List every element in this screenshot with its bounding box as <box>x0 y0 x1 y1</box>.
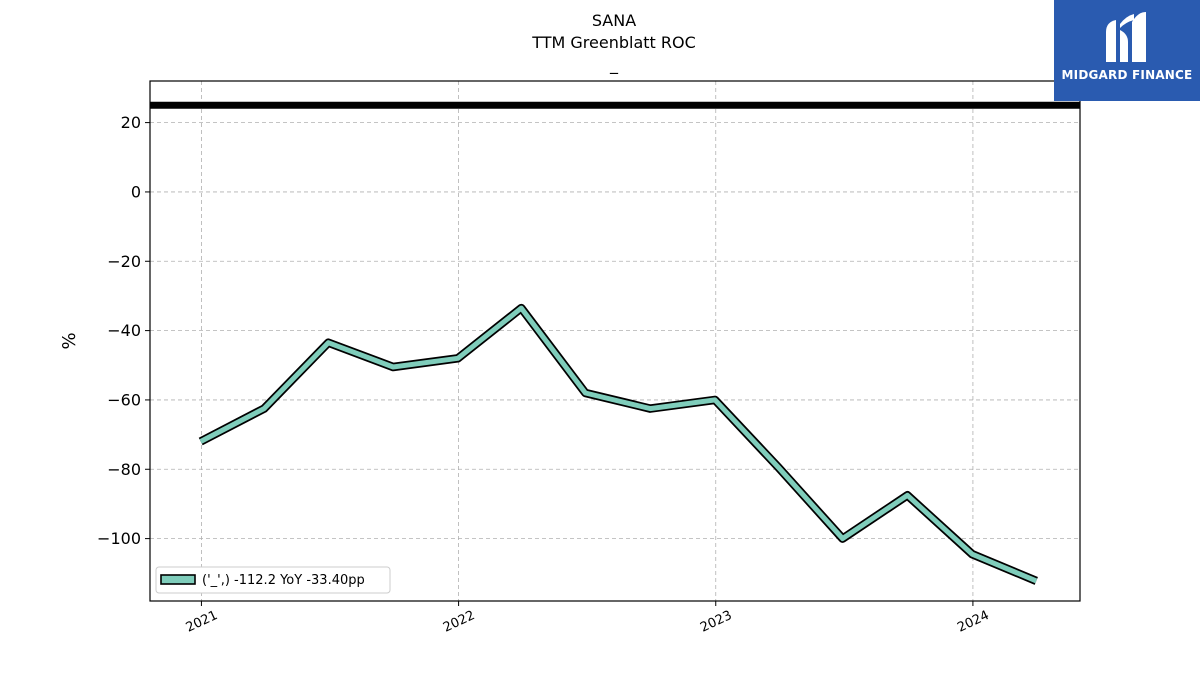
y-tick-label: 20 <box>121 113 141 132</box>
x-axis-ticks: 2021 2022 2023 2024 <box>184 601 992 636</box>
series-line-outline <box>198 303 1038 585</box>
y-tick-label: −20 <box>107 252 141 271</box>
legend: ('_',) -112.2 YoY -33.40pp <box>155 566 391 594</box>
midgard-logo-icon <box>1106 12 1146 62</box>
x-tick-label: 2021 <box>184 608 220 636</box>
legend-swatch <box>160 574 196 585</box>
legend-box <box>155 566 391 594</box>
y-axis-ticks: 20 0 −20 −40 −60 −80 −100 <box>97 113 150 548</box>
x-tick-label: 2024 <box>955 608 991 636</box>
y-tick-label: −80 <box>107 460 141 479</box>
y-tick-label: −100 <box>97 529 141 548</box>
y-tick-label: 0 <box>131 182 141 201</box>
chart-title: SANA <box>592 11 636 30</box>
legend-entry: ('_',) -112.2 YoY -33.40pp <box>202 573 365 588</box>
y-tick-label: −40 <box>107 321 141 340</box>
chart-subtitle-2: _ <box>609 55 619 75</box>
series-line <box>199 305 1038 584</box>
y-tick-label: −60 <box>107 390 141 409</box>
x-tick-label: 2023 <box>698 608 734 636</box>
x-tick-label: 2022 <box>441 608 477 636</box>
y-axis-label: % <box>59 332 80 349</box>
logo-text: MIDGARD FINANCE <box>1061 68 1193 82</box>
plot-frame <box>149 80 1081 602</box>
chart-subtitle: TTM Greenblatt ROC <box>531 33 696 52</box>
series-layer <box>198 303 1038 585</box>
logo: MIDGARD FINANCE <box>1054 0 1200 101</box>
